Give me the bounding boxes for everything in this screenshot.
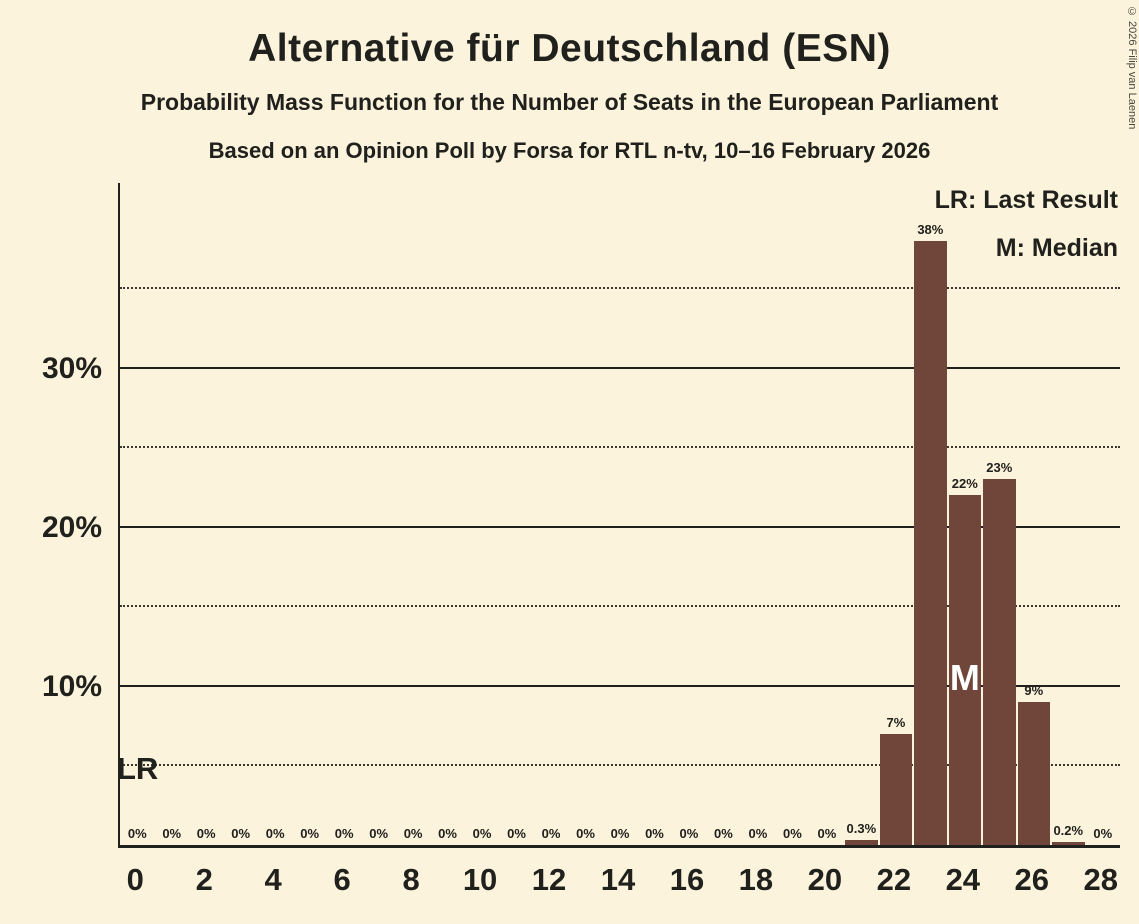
y-axis-tick-label: 20%	[41, 511, 102, 544]
gridline-solid-10	[120, 685, 1120, 687]
bar-value-label-seat-3: 0%	[231, 826, 251, 841]
bar-value-label-seat-17: 0%	[714, 826, 733, 841]
bar-value-label-seat-5: 0%	[300, 826, 320, 841]
bar-value-label-seat-14: 0%	[610, 826, 630, 841]
bar-value-label-seat-16: 0%	[679, 826, 699, 841]
bar-value-label-seat-11: 0%	[507, 826, 526, 841]
bar-seat-26	[1017, 701, 1051, 845]
bar-value-label-seat-21: 0.3%	[846, 821, 877, 837]
bar-value-label-seat-9: 0%	[438, 826, 457, 841]
x-axis-tick-label-16: 16	[669, 862, 705, 897]
bar-value-label-seat-28: 0%	[1093, 826, 1113, 841]
bar-seat-21	[845, 840, 878, 845]
gridline-dotted-35	[120, 286, 1120, 289]
bar-seat-27	[1052, 841, 1085, 845]
x-axis-tick-label-0: 0	[126, 862, 144, 897]
chart-subtitle: Probability Mass Function for the Number…	[140, 89, 999, 115]
x-axis-tick-label-22: 22	[876, 862, 912, 897]
bar-value-label-seat-25: 23%	[986, 460, 1013, 476]
x-axis-tick-label-8: 8	[402, 862, 420, 897]
bar-seat-22	[879, 733, 913, 845]
gridline-solid-30	[120, 367, 1120, 369]
bar-value-label-seat-4: 0%	[265, 826, 285, 841]
x-axis-tick-label-14: 14	[600, 862, 636, 897]
chart-title: Alternative für Deutschland (ESN)	[248, 27, 891, 70]
x-axis-tick-label-28: 28	[1083, 862, 1118, 897]
gridline-solid-20	[120, 526, 1120, 528]
copyright-notice: © 2026 Filip van Laenen	[1126, 6, 1138, 130]
legend-median: M: Median	[995, 234, 1118, 262]
bar-value-label-seat-15: 0%	[645, 826, 664, 841]
x-axis-tick-label-10: 10	[462, 862, 498, 897]
bar-seat-24	[948, 495, 982, 845]
bar-value-label-seat-2: 0%	[196, 826, 216, 841]
x-axis-tick-label-4: 4	[264, 862, 282, 897]
bar-value-label-seat-10: 0%	[472, 826, 492, 841]
bar-value-label-seat-27: 0.2%	[1053, 822, 1084, 838]
y-axis-tick-label: 30%	[41, 352, 102, 385]
x-axis-tick-label-20: 20	[807, 862, 843, 897]
bar-value-label-seat-26: 9%	[1024, 682, 1044, 698]
bar-value-label-seat-7: 0%	[369, 826, 389, 841]
gridline-dotted-5	[120, 763, 1120, 766]
bar-value-label-seat-6: 0%	[334, 826, 354, 841]
bar-value-label-seat-22: 7%	[886, 714, 906, 730]
legend-last-result: LR: Last Result	[934, 186, 1118, 214]
gridline-dotted-25	[120, 445, 1120, 448]
x-axis-tick-label-24: 24	[945, 862, 981, 897]
bar-value-label-seat-18: 0%	[748, 826, 768, 841]
bar-seat-25	[983, 479, 1016, 845]
x-axis-tick-label-2: 2	[195, 862, 213, 897]
chart-source-line: Based on an Opinion Poll by Forsa for RT…	[208, 138, 931, 163]
bar-seat-23	[914, 240, 947, 845]
bar-value-label-seat-23: 38%	[917, 221, 944, 237]
bar-value-label-seat-12: 0%	[541, 826, 561, 841]
x-axis-tick-label-26: 26	[1014, 862, 1050, 897]
bar-value-label-seat-19: 0%	[783, 826, 802, 841]
median-marker: M	[949, 657, 980, 698]
bar-value-label-seat-20: 0%	[817, 826, 837, 841]
plot-area: 10% 20% 30% 0% 0% 0% 0% 0% 0% 0% 0% 0% 0% 0% 0% 0% 0% 0% 0…	[42, 183, 1120, 848]
bar-value-label-seat-13: 0%	[576, 826, 595, 841]
bar-value-label-seat-0: 0%	[127, 826, 147, 841]
x-axis-tick-label-18: 18	[738, 862, 774, 897]
gridline-dotted-15	[120, 604, 1120, 607]
x-axis-tick-label-6: 6	[333, 862, 351, 897]
y-axis-tick-label: 10%	[41, 670, 102, 703]
bar-value-label-seat-24: 22%	[951, 476, 978, 492]
last-result-marker: LR	[117, 751, 159, 786]
bar-value-label-seat-8: 0%	[403, 826, 423, 841]
bar-value-label-seat-1: 0%	[162, 826, 182, 841]
x-axis-tick-label-12: 12	[531, 862, 567, 897]
